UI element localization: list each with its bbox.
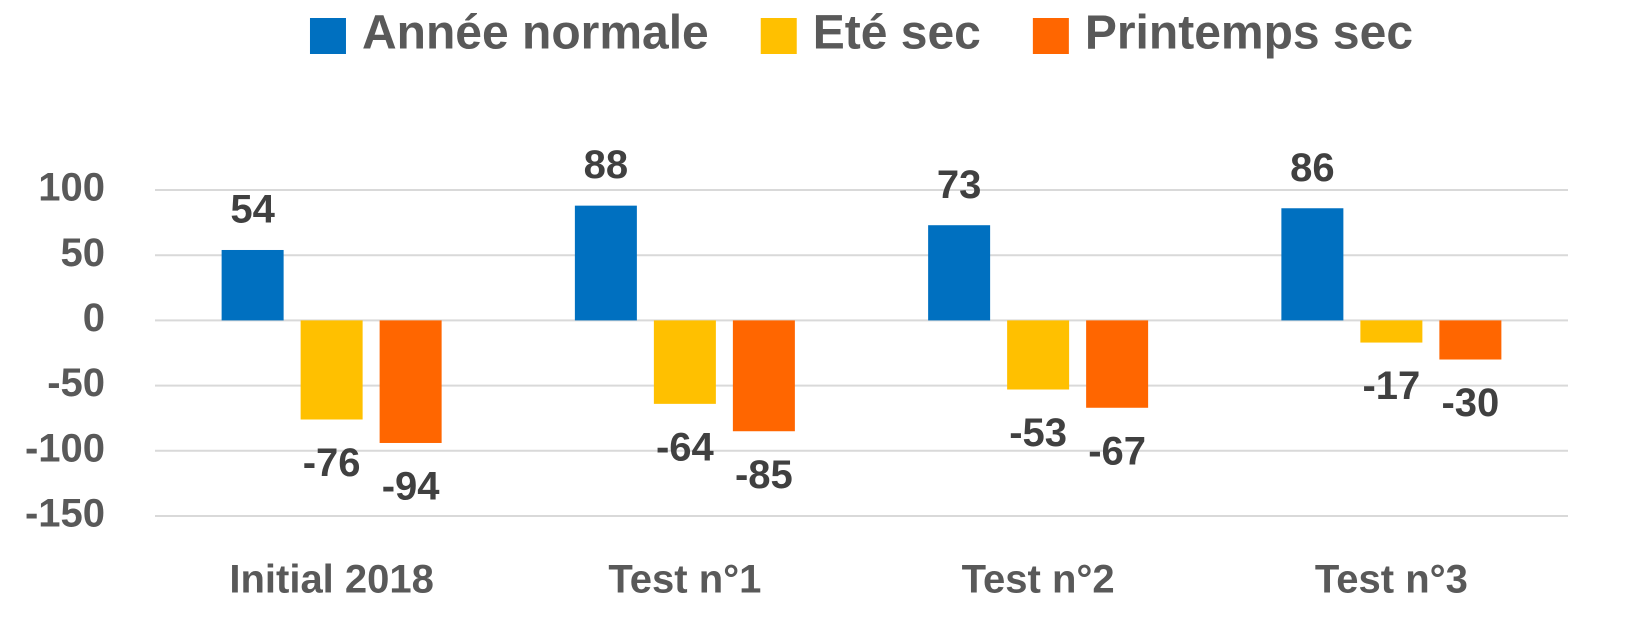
y-tick-label: 50 xyxy=(61,231,106,275)
data-label: -17 xyxy=(1362,364,1420,408)
legend-swatch xyxy=(760,18,797,54)
x-tick-label: Test n°2 xyxy=(962,558,1115,602)
bar xyxy=(1360,320,1423,343)
data-label: 86 xyxy=(1290,146,1335,190)
data-label: -30 xyxy=(1441,381,1499,425)
legend-label: Printemps sec xyxy=(1085,7,1413,60)
y-tick-label: -150 xyxy=(25,492,105,536)
data-label: -94 xyxy=(382,465,441,509)
data-label: 54 xyxy=(230,188,275,232)
data-label: -76 xyxy=(303,441,361,485)
bar xyxy=(221,249,284,321)
bar xyxy=(574,205,637,321)
data-label: -64 xyxy=(656,425,715,469)
bar xyxy=(928,225,991,321)
legend-label: Année normale xyxy=(362,7,709,60)
data-label: 73 xyxy=(937,163,982,207)
bar xyxy=(1086,320,1149,408)
x-tick-label: Test n°1 xyxy=(608,558,761,602)
x-tick-label: Initial 2018 xyxy=(229,558,434,602)
x-tick-label: Test n°3 xyxy=(1315,558,1468,602)
y-tick-label: 0 xyxy=(83,296,105,340)
bar xyxy=(1439,320,1502,360)
bar xyxy=(732,320,795,432)
data-label: 88 xyxy=(584,143,629,187)
y-tick-label: 100 xyxy=(38,166,105,210)
data-label: -67 xyxy=(1088,429,1146,473)
legend-label: Eté sec xyxy=(813,7,981,60)
y-tick-label: -100 xyxy=(25,426,105,470)
bar xyxy=(1007,320,1070,390)
bar xyxy=(1281,208,1344,321)
bar xyxy=(379,320,442,443)
legend-swatch xyxy=(309,18,346,54)
y-tick-label: -50 xyxy=(47,361,105,405)
data-label: -85 xyxy=(735,453,793,497)
bar xyxy=(653,320,716,404)
legend-swatch xyxy=(1032,18,1069,54)
bar xyxy=(300,320,363,420)
data-label: -53 xyxy=(1009,411,1067,455)
